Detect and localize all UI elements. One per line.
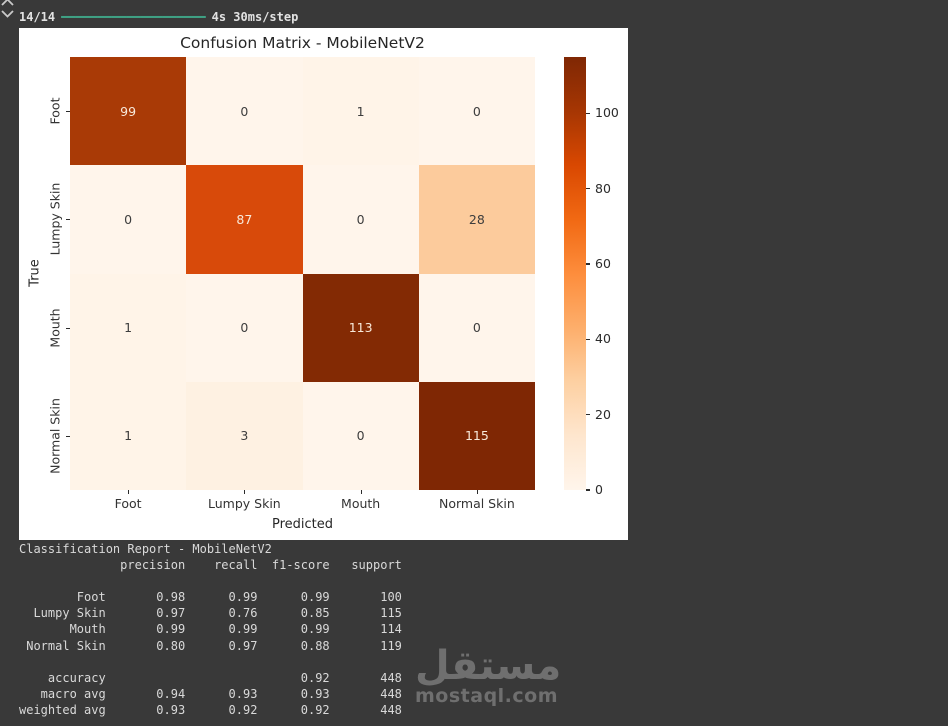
matrix-cell: 1 <box>70 381 187 490</box>
colorbar-tick-mark <box>586 263 590 265</box>
matrix-cell: 1 <box>302 57 419 166</box>
scroll-output-icon[interactable] <box>0 0 15 20</box>
watermark: مستقل mostaql.com <box>415 643 562 707</box>
matrix-cell: 28 <box>418 165 535 274</box>
matrix-cell: 0 <box>418 273 535 382</box>
y-tick-mark <box>66 111 70 113</box>
matrix-cell: 1 <box>70 273 187 382</box>
colorbar-tick-label: 100 <box>595 105 619 121</box>
chart-title: Confusion Matrix - MobileNetV2 <box>180 34 425 52</box>
x-tick-label: Normal Skin <box>438 496 515 511</box>
matrix-cell: 0 <box>302 381 419 490</box>
x-axis-tick-labels: Foot Lumpy Skin Mouth Normal Skin <box>70 496 535 511</box>
matrix-cell: 87 <box>186 165 303 274</box>
colorbar-tick-mark <box>586 188 590 190</box>
matrix-cell: 0 <box>70 165 187 274</box>
colorbar-tick-label: 0 <box>595 482 603 497</box>
progress-bar: ━━━━━━━━━━━━━━━━━━━━ <box>61 10 206 24</box>
matrix-cell: 0 <box>302 165 419 274</box>
x-tick-mark <box>476 490 478 494</box>
heatmap-grid: 99 0 1 0 0 87 0 28 1 0 113 0 1 3 0 115 <box>70 57 535 490</box>
x-tick-label: Mouth <box>341 496 381 511</box>
colorbar-tick-label: 40 <box>595 331 611 347</box>
x-tick-label: Lumpy Skin <box>208 496 281 511</box>
matrix-cell: 115 <box>418 381 535 490</box>
y-tick-mark <box>66 327 70 329</box>
x-tick-mark <box>244 490 246 494</box>
confusion-matrix-figure: Confusion Matrix - MobileNetV2 99 0 1 0 0 87 0… <box>19 28 628 540</box>
y-axis-label: True <box>27 259 43 287</box>
matrix-cell: 0 <box>186 273 303 382</box>
y-tick-label: Foot <box>47 97 63 125</box>
x-tick-label: Foot <box>114 496 142 511</box>
x-tick-mark <box>360 490 362 494</box>
mostaql-logo: مستقل <box>415 643 562 689</box>
y-tick-mark <box>66 435 70 437</box>
matrix-cell: 0 <box>418 57 535 166</box>
matrix-cell: 99 <box>70 57 187 166</box>
progress-timing: 4s 30ms/step <box>211 10 299 24</box>
matrix-cell: 113 <box>302 273 419 382</box>
colorbar-tick-label: 60 <box>595 256 611 272</box>
x-axis-label: Predicted <box>271 517 334 532</box>
y-tick-label: Lumpy Skin <box>47 183 63 256</box>
colorbar-tick-label: 80 <box>595 180 611 196</box>
progress-step-count: 14/14 <box>19 10 56 24</box>
x-tick-mark <box>128 490 130 494</box>
matrix-cell: 3 <box>186 381 303 490</box>
colorbar-tick-mark <box>586 338 590 340</box>
colorbar-tick-mark <box>586 414 590 416</box>
mostaql-domain: mostaql.com <box>415 685 559 707</box>
y-tick-mark <box>66 219 70 221</box>
matrix-cell: 0 <box>186 57 303 166</box>
colorbar-tick-mark <box>586 489 590 491</box>
colorbar-tick-mark <box>586 112 590 115</box>
classification-report: Classification Report - MobileNetV2 prec… <box>19 542 402 717</box>
training-progress-line: 14/14 ━━━━━━━━━━━━━━━━━━━━ 4s 30ms/step <box>19 8 298 26</box>
y-tick-label: Normal Skin <box>47 397 63 474</box>
colorbar: 0 20 40 60 80 100 <box>564 57 619 497</box>
colorbar-tick-label: 20 <box>595 406 611 422</box>
y-tick-label: Mouth <box>47 308 63 348</box>
